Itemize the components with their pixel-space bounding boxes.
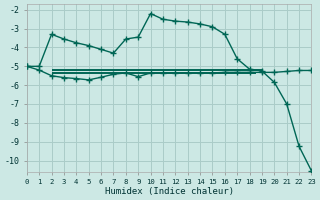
X-axis label: Humidex (Indice chaleur): Humidex (Indice chaleur) <box>105 187 234 196</box>
